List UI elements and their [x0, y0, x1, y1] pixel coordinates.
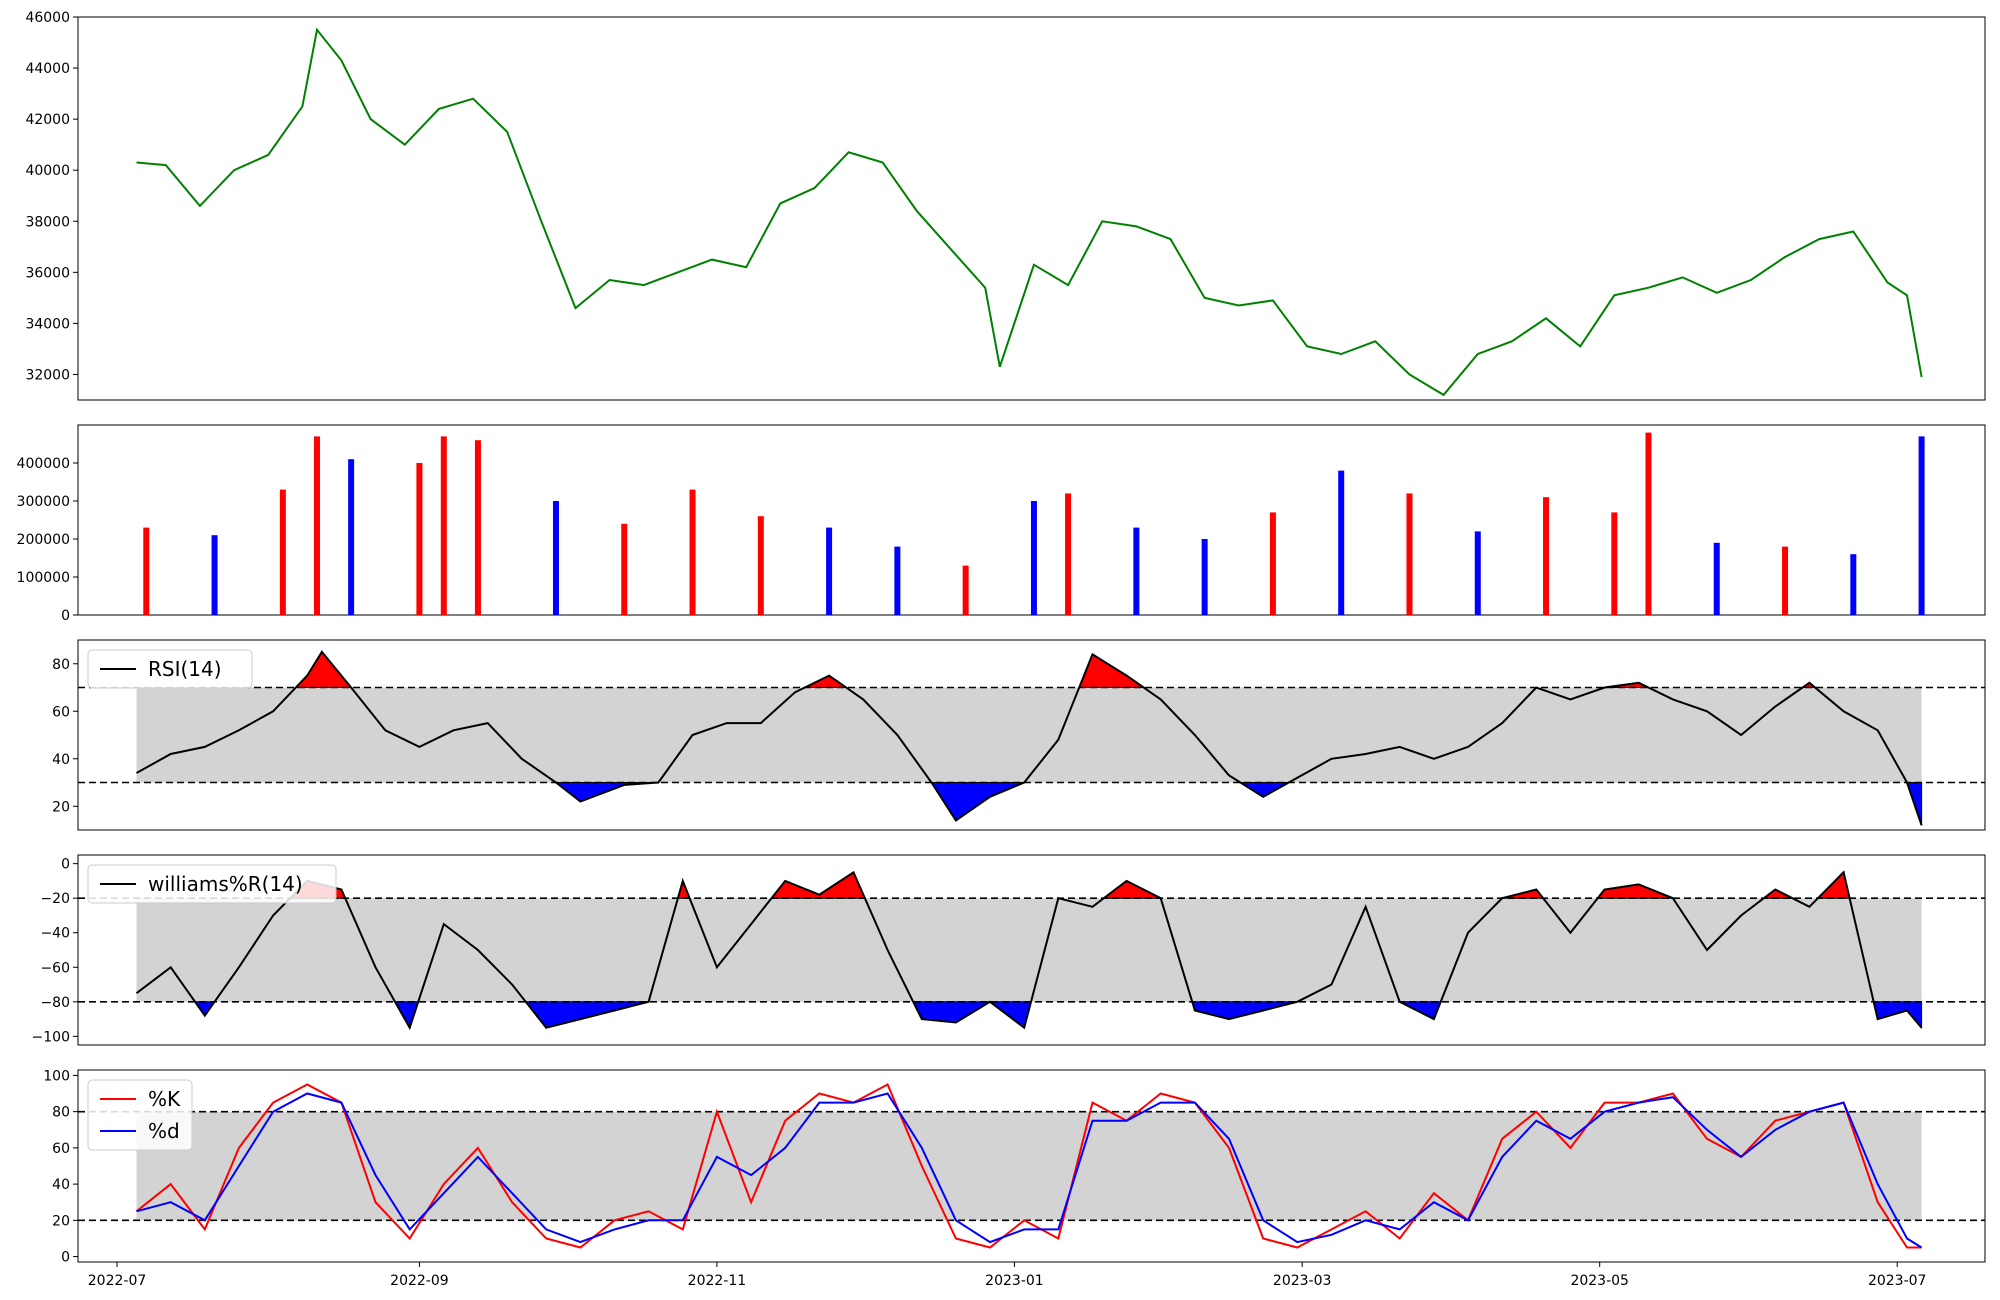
- volume-bar: [416, 463, 423, 615]
- williams-ytick-label: −20: [40, 891, 70, 907]
- stoch-ytick-label: 40: [52, 1177, 70, 1193]
- rsi-overbought-fill: [294, 651, 353, 688]
- rsi-band: [136, 687, 1922, 783]
- price-ytick-label: 32000: [25, 367, 70, 383]
- volume-ytick-label: 300000: [17, 494, 70, 510]
- price-ytick-label: 40000: [25, 163, 70, 179]
- stoch-ytick-label: 60: [52, 1141, 70, 1157]
- volume-ytick-label: 200000: [17, 532, 70, 548]
- volume-bar: [143, 527, 150, 615]
- rsi-ytick-label: 80: [52, 657, 70, 673]
- volume-bar: [313, 436, 320, 615]
- williams-oversold-fill: [1191, 1001, 1298, 1020]
- stoch-d-line: [136, 1092, 1923, 1249]
- rsi-legend-label: RSI(14): [148, 657, 222, 681]
- volume-bar: [1543, 497, 1550, 615]
- stoch-legend: [87, 1079, 193, 1151]
- williams-ytick-label: −60: [40, 960, 70, 976]
- price-ytick-label: 42000: [25, 112, 70, 128]
- volume-bar: [826, 527, 833, 615]
- volume-bar: [1269, 512, 1276, 615]
- rsi-ytick-label: 20: [52, 799, 70, 815]
- x-tick-label: 2023-05: [1570, 1273, 1629, 1289]
- x-axis: 2022-07 2022-09 2022-11 2023-01 2023-03 2023-…: [88, 1262, 1927, 1289]
- williams-ytick-label: −40: [40, 926, 70, 942]
- volume-bar: [1065, 493, 1072, 615]
- x-tick-label: 2023-07: [1868, 1273, 1927, 1289]
- volume-bar: [552, 501, 559, 615]
- rsi-ytick-label: 60: [52, 704, 70, 720]
- rsi-frame: [77, 639, 1986, 831]
- williams-ytick-label: −80: [40, 995, 70, 1011]
- williams-oversold-fill: [194, 1001, 216, 1017]
- volume-ytick-label: 400000: [17, 456, 70, 472]
- x-tick-label: 2022-09: [390, 1273, 449, 1289]
- williams-legend: [87, 864, 337, 904]
- volume-bar: [211, 535, 218, 615]
- stoch-ytick-label: 80: [52, 1105, 70, 1121]
- rsi-legend: [87, 649, 253, 689]
- rsi-ytick-label: 40: [52, 752, 70, 768]
- volume-bar: [757, 516, 764, 615]
- stoch-legend-label: %K: [148, 1087, 181, 1111]
- x-tick-label: 2022-11: [688, 1273, 747, 1289]
- rsi-line: [136, 650, 1923, 826]
- volume-bar: [894, 546, 901, 615]
- volume-bar: [1611, 512, 1618, 615]
- williams-ytick-label: −100: [32, 1029, 70, 1045]
- stoch-ytick-label: 20: [52, 1213, 70, 1229]
- williams-line: [135, 870, 1923, 1031]
- price-ytick-label: 46000: [25, 10, 70, 26]
- volume-bar: [440, 436, 447, 615]
- x-tick-label: 2023-03: [1273, 1273, 1332, 1289]
- volume-bar: [1850, 554, 1857, 615]
- stoch-band: [136, 1111, 1922, 1221]
- williams-oversold-fill: [1873, 1001, 1923, 1030]
- rsi-overbought-fill: [1078, 653, 1146, 688]
- price-ytick-label: 44000: [25, 61, 70, 77]
- williams-legend-label: williams%R(14): [148, 872, 303, 896]
- williams-band: [136, 898, 1922, 1002]
- price-ytick-label: 34000: [25, 316, 70, 332]
- volume-bar: [1338, 470, 1345, 615]
- volume-bar: [1782, 546, 1789, 615]
- rsi-oversold-fill: [1238, 782, 1291, 798]
- volume-bar: [279, 489, 286, 615]
- volume-bar: [1030, 501, 1037, 615]
- volume-bar: [1133, 527, 1140, 615]
- volume-bar: [689, 489, 696, 615]
- stoch-frame: [77, 1069, 1986, 1263]
- price-ytick-label: 36000: [25, 265, 70, 281]
- williams-ytick-label: 0: [61, 857, 70, 873]
- x-tick-label: 2023-01: [985, 1273, 1044, 1289]
- stoch-ytick-label: 100: [43, 1068, 70, 1084]
- volume-bar: [1406, 493, 1413, 615]
- stoch-legend-label: %d: [148, 1119, 180, 1143]
- volume-bar: [1713, 542, 1720, 615]
- volume-bar: [621, 523, 628, 615]
- volume-bar: [474, 440, 481, 615]
- price-frame: [77, 16, 1986, 401]
- x-tick-label: 2022-07: [88, 1273, 147, 1289]
- volume-ytick-label: 100000: [17, 570, 70, 586]
- volume-bar: [1201, 539, 1208, 615]
- chart-panels: 3200034000360003800040000420004400046000…: [17, 10, 1986, 1266]
- williams-frame: [77, 854, 1986, 1046]
- volume-bar: [1918, 436, 1925, 615]
- stoch-ytick-label: 0: [61, 1250, 70, 1266]
- volume-bar: [1474, 531, 1481, 615]
- price-line: [136, 27, 1923, 397]
- williams-overbought-fill: [1596, 883, 1674, 899]
- price-ytick-label: 38000: [25, 214, 70, 230]
- volume-ytick-label: 0: [61, 608, 70, 624]
- volume-bar: [348, 459, 355, 615]
- volume-bar: [962, 565, 969, 615]
- volume-bar: [1645, 432, 1652, 615]
